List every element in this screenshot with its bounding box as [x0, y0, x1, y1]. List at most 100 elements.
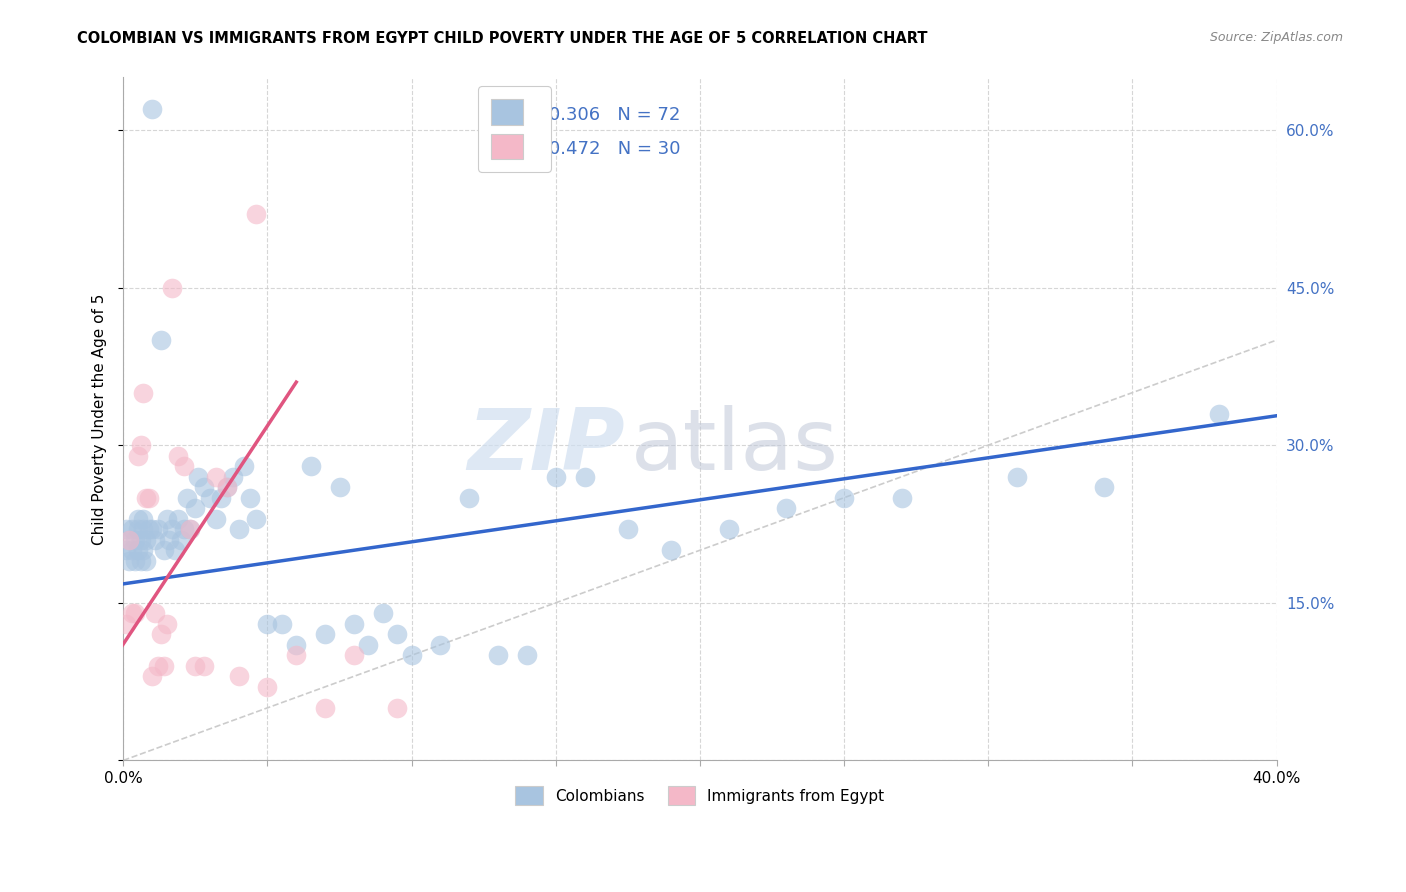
Point	[228, 669, 250, 683]
Point	[141, 669, 163, 683]
Point	[233, 459, 256, 474]
Point	[179, 522, 201, 536]
Legend: Colombians, Immigrants from Egypt: Colombians, Immigrants from Egypt	[506, 777, 894, 814]
Point	[167, 449, 190, 463]
Point	[132, 512, 155, 526]
Point	[204, 512, 226, 526]
Point	[458, 491, 481, 505]
Point	[239, 491, 262, 505]
Point	[141, 522, 163, 536]
Point	[299, 459, 322, 474]
Point	[285, 638, 308, 652]
Point	[143, 607, 166, 621]
Point	[138, 491, 160, 505]
Point	[832, 491, 855, 505]
Point	[124, 533, 146, 547]
Point	[371, 607, 394, 621]
Point	[245, 207, 267, 221]
Point	[387, 701, 409, 715]
Point	[121, 543, 143, 558]
Point	[1092, 480, 1115, 494]
Point	[127, 543, 149, 558]
Point	[135, 533, 157, 547]
Point	[245, 512, 267, 526]
Point	[152, 543, 174, 558]
Point	[516, 648, 538, 663]
Point	[115, 543, 138, 558]
Point	[146, 658, 169, 673]
Point	[132, 522, 155, 536]
Point	[132, 385, 155, 400]
Point	[135, 491, 157, 505]
Point	[162, 522, 184, 536]
Point	[118, 554, 141, 568]
Point	[343, 616, 366, 631]
Text: atlas: atlas	[631, 405, 839, 488]
Point	[217, 480, 239, 494]
Point	[544, 469, 567, 483]
Point	[149, 333, 172, 347]
Point	[429, 638, 451, 652]
Point	[659, 543, 682, 558]
Point	[129, 438, 152, 452]
Point	[124, 554, 146, 568]
Point	[170, 533, 193, 547]
Point	[138, 522, 160, 536]
Point	[209, 491, 232, 505]
Point	[343, 648, 366, 663]
Point	[184, 658, 207, 673]
Point	[115, 616, 138, 631]
Point	[129, 554, 152, 568]
Point	[146, 522, 169, 536]
Point	[198, 491, 221, 505]
Point	[775, 501, 797, 516]
Point	[165, 543, 187, 558]
Point	[357, 638, 380, 652]
Point	[204, 469, 226, 483]
Point	[890, 491, 912, 505]
Point	[127, 449, 149, 463]
Point	[179, 522, 201, 536]
Point	[115, 522, 138, 536]
Point	[121, 607, 143, 621]
Point	[717, 522, 740, 536]
Point	[159, 533, 181, 547]
Point	[155, 616, 177, 631]
Point	[1208, 407, 1230, 421]
Point	[124, 607, 146, 621]
Point	[256, 616, 278, 631]
Point	[256, 680, 278, 694]
Point	[1005, 469, 1028, 483]
Text: Source: ZipAtlas.com: Source: ZipAtlas.com	[1209, 31, 1343, 45]
Point	[152, 658, 174, 673]
Point	[149, 627, 172, 641]
Point	[176, 491, 198, 505]
Text: COLOMBIAN VS IMMIGRANTS FROM EGYPT CHILD POVERTY UNDER THE AGE OF 5 CORRELATION : COLOMBIAN VS IMMIGRANTS FROM EGYPT CHILD…	[77, 31, 928, 46]
Point	[193, 480, 215, 494]
Point	[143, 533, 166, 547]
Point	[314, 701, 336, 715]
Point	[217, 480, 239, 494]
Point	[167, 512, 190, 526]
Point	[617, 522, 640, 536]
Point	[155, 512, 177, 526]
Point	[162, 280, 184, 294]
Point	[285, 648, 308, 663]
Point	[173, 522, 195, 536]
Point	[486, 648, 509, 663]
Point	[173, 459, 195, 474]
Point	[127, 512, 149, 526]
Point	[129, 533, 152, 547]
Point	[141, 102, 163, 116]
Point	[387, 627, 409, 641]
Point	[135, 554, 157, 568]
Text: R = 0.472   N = 30: R = 0.472 N = 30	[509, 140, 681, 158]
Text: R = 0.306   N = 72: R = 0.306 N = 72	[509, 106, 681, 124]
Point	[222, 469, 245, 483]
Point	[127, 522, 149, 536]
Point	[187, 469, 209, 483]
Point	[314, 627, 336, 641]
Point	[401, 648, 423, 663]
Point	[328, 480, 350, 494]
Point	[118, 533, 141, 547]
